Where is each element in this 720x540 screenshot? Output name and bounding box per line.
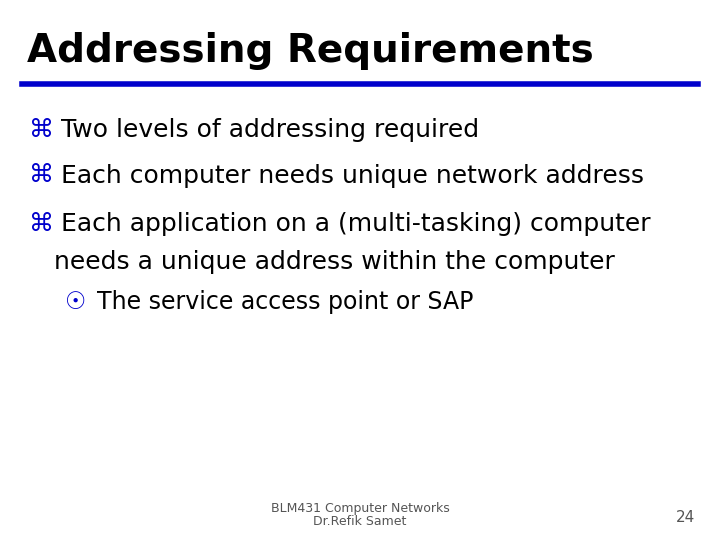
Text: ⌘: ⌘ bbox=[29, 164, 54, 187]
Text: Dr.Refik Samet: Dr.Refik Samet bbox=[313, 515, 407, 528]
Text: Addressing Requirements: Addressing Requirements bbox=[27, 32, 594, 70]
Text: ☉: ☉ bbox=[65, 291, 86, 314]
Text: 24: 24 bbox=[675, 510, 695, 525]
Text: ⌘: ⌘ bbox=[29, 118, 54, 141]
Text: needs a unique address within the computer: needs a unique address within the comput… bbox=[54, 250, 615, 274]
Text: BLM431 Computer Networks: BLM431 Computer Networks bbox=[271, 502, 449, 515]
Text: Two levels of addressing required: Two levels of addressing required bbox=[61, 118, 480, 141]
Text: ⌘: ⌘ bbox=[29, 212, 54, 236]
Text: Each computer needs unique network address: Each computer needs unique network addre… bbox=[61, 164, 644, 187]
Text: Each application on a (multi-tasking) computer: Each application on a (multi-tasking) co… bbox=[61, 212, 651, 236]
Text: The service access point or SAP: The service access point or SAP bbox=[97, 291, 474, 314]
